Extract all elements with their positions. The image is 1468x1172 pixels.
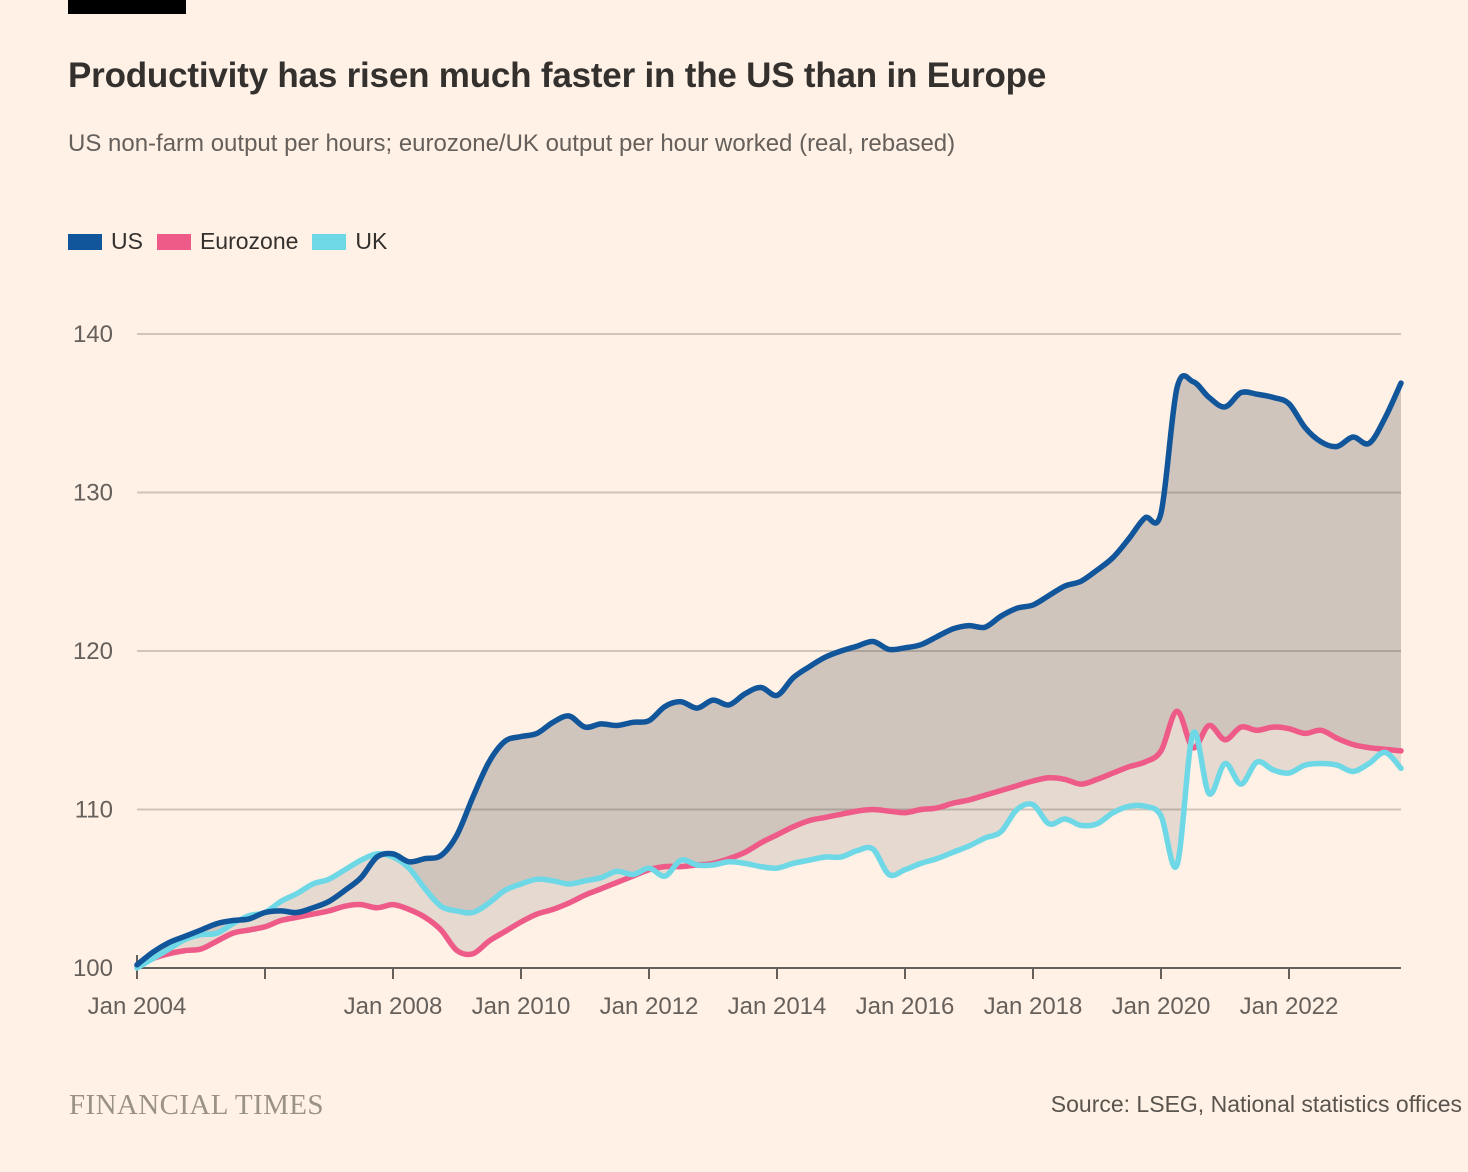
y-tick-label-100: 100	[73, 955, 113, 982]
x-tick-label-2018: Jan 2018	[984, 993, 1083, 1020]
x-tick-label-2014: Jan 2014	[728, 993, 827, 1020]
chart-legend: US Eurozone UK	[68, 228, 387, 255]
legend-swatch-uk	[312, 233, 347, 250]
legend-label: Eurozone	[199, 228, 299, 254]
y-tick-label-120: 120	[73, 638, 113, 665]
x-tick-label-2010: Jan 2010	[472, 993, 571, 1020]
x-tick-label-2016: Jan 2016	[856, 993, 955, 1020]
legend-item-us: US	[68, 228, 143, 255]
y-tick-label-110: 110	[75, 797, 113, 824]
y-tick-label-130: 130	[73, 480, 113, 507]
x-tick-label-2012: Jan 2012	[600, 993, 699, 1020]
legend-swatch-eurozone	[156, 233, 191, 250]
uk-line	[134, 729, 1404, 971]
x-tick-label-2008: Jan 2008	[344, 993, 443, 1020]
legend-label: US	[111, 228, 143, 254]
legend-label: UK	[355, 228, 388, 254]
us-line	[134, 373, 1404, 968]
y-tick-label-140: 140	[73, 321, 113, 348]
us-uk-gap-band	[137, 375, 1401, 969]
kicker-bar	[68, 0, 186, 14]
chart-subtitle: US non-farm output per hours; eurozone/U…	[68, 130, 956, 157]
page-title: Productivity has risen much faster in th…	[68, 56, 1047, 96]
x-tick-label-2004: Jan 2004	[88, 993, 187, 1020]
us-eurozone-gap-band	[137, 375, 1401, 967]
legend-item-uk: UK	[312, 228, 387, 255]
x-tick-label-2020: Jan 2020	[1112, 993, 1211, 1020]
legend-item-eurozone: Eurozone	[156, 228, 299, 255]
x-tick-label-2022: Jan 2022	[1240, 993, 1339, 1020]
financial-times-logo: FINANCIAL TIMES	[69, 1089, 324, 1121]
legend-swatch-us	[68, 233, 102, 250]
source-note: Source: LSEG, National statistics office…	[1050, 1091, 1462, 1117]
